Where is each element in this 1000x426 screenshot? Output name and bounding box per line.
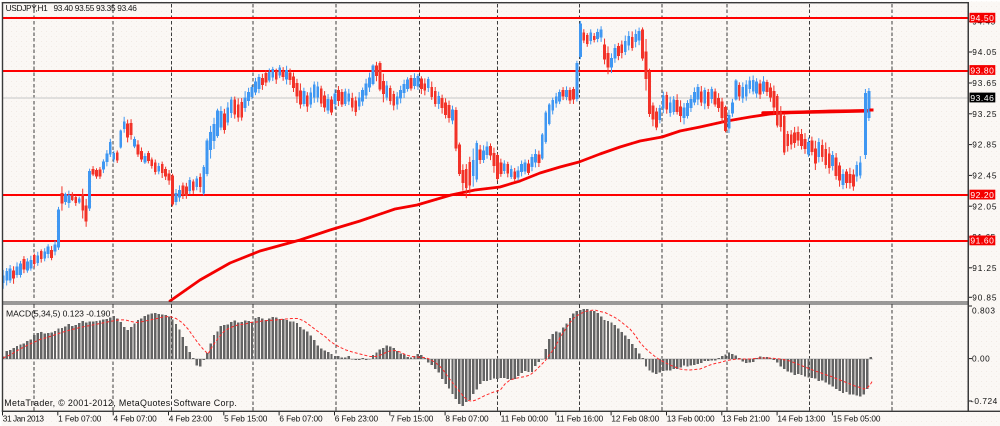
svg-text:5 Feb 15:00: 5 Feb 15:00	[224, 414, 268, 424]
svg-text:91.25: 91.25	[972, 263, 997, 273]
svg-text:4 Feb 07:00: 4 Feb 07:00	[114, 414, 158, 424]
svg-text:6 Feb 07:00: 6 Feb 07:00	[279, 414, 323, 424]
svg-text:92.45: 92.45	[972, 171, 997, 181]
svg-text:92.85: 92.85	[972, 140, 997, 150]
svg-text:13 Feb 00:00: 13 Feb 00:00	[667, 414, 715, 424]
svg-text:-0.724: -0.724	[971, 396, 998, 406]
svg-text:6 Feb 23:00: 6 Feb 23:00	[335, 414, 379, 424]
svg-text:93.65: 93.65	[972, 78, 997, 88]
svg-text:31 Jan 2013: 31 Jan 2013	[3, 414, 45, 424]
svg-text:93.46: 93.46	[970, 93, 994, 103]
svg-text:8 Feb 07:00: 8 Feb 07:00	[445, 414, 489, 424]
svg-text:13 Feb 21:00: 13 Feb 21:00	[722, 414, 770, 424]
svg-text:0.00: 0.00	[972, 354, 990, 364]
svg-text:MetaTrader, © 2001-2012, MetaQ: MetaTrader, © 2001-2012, MetaQuotes Soft…	[4, 398, 237, 408]
svg-text:MACD(5,34,5) 0.123 -0.190: MACD(5,34,5) 0.123 -0.190	[6, 308, 111, 318]
svg-text:92.05: 92.05	[972, 201, 997, 211]
svg-text:1 Feb 07:00: 1 Feb 07:00	[58, 414, 102, 424]
svg-text:93.25: 93.25	[972, 109, 997, 119]
svg-text:0.803: 0.803	[972, 305, 996, 315]
svg-text:14 Feb 13:00: 14 Feb 13:00	[777, 414, 825, 424]
svg-text:93.80: 93.80	[970, 65, 994, 75]
svg-text:11 Feb 00:00: 11 Feb 00:00	[501, 414, 549, 424]
svg-text:11 Feb 16:00: 11 Feb 16:00	[556, 414, 604, 424]
svg-text:94.50: 94.50	[970, 13, 994, 23]
svg-text:90.85: 90.85	[972, 292, 997, 302]
svg-text:91.60: 91.60	[970, 236, 994, 246]
svg-text:94.05: 94.05	[972, 47, 997, 57]
svg-text:12 Feb 08:00: 12 Feb 08:00	[611, 414, 659, 424]
svg-text:4 Feb 23:00: 4 Feb 23:00	[169, 414, 213, 424]
svg-text:15 Feb 05:00: 15 Feb 05:00	[833, 414, 881, 424]
svg-text:USDJPY,H1 93.40 93.55 93.35: USDJPY,H1 93.40 93.55 93.35 93.46	[6, 3, 138, 13]
svg-text:92.20: 92.20	[970, 190, 994, 200]
svg-text:7 Feb 15:00: 7 Feb 15:00	[390, 414, 434, 424]
